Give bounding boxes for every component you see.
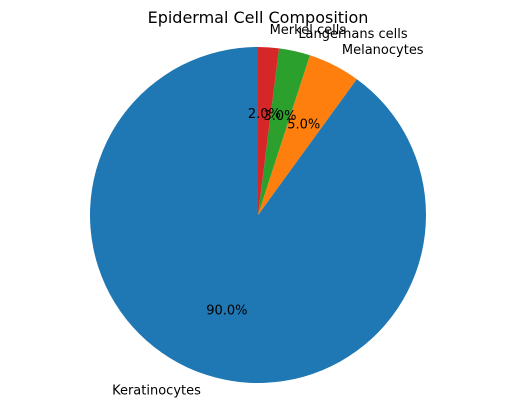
pie-pct-label-keratinocytes: 90.0% <box>206 303 247 318</box>
pie-labels: 90.0% Keratinocytes 5.0% Melanocytes 3.0% Lan… <box>112 23 424 398</box>
pie-category-label-melanocytes: Melanocytes <box>342 43 424 58</box>
pie-category-label-langerhans-cells: Langerhans cells <box>298 27 408 42</box>
pie-slice-langerhans-cells <box>258 48 310 215</box>
pie-pct-label-langerhans-cells: 3.0% <box>263 109 296 124</box>
pie-slice-merkel-cells <box>258 47 280 215</box>
pie-slice-melanocytes <box>258 55 357 215</box>
pie-slices <box>90 47 427 383</box>
pie-pct-label-merkel-cells: 2.0% <box>248 107 281 122</box>
pie-slice-keratinocytes <box>90 47 427 383</box>
pie-pct-label-melanocytes: 5.0% <box>287 118 320 133</box>
chart-title: Epidermal Cell Composition <box>148 8 369 27</box>
pie-category-label-keratinocytes: Keratinocytes <box>112 383 201 398</box>
pie-category-label-merkel-cells: Merkel cells <box>270 23 347 38</box>
